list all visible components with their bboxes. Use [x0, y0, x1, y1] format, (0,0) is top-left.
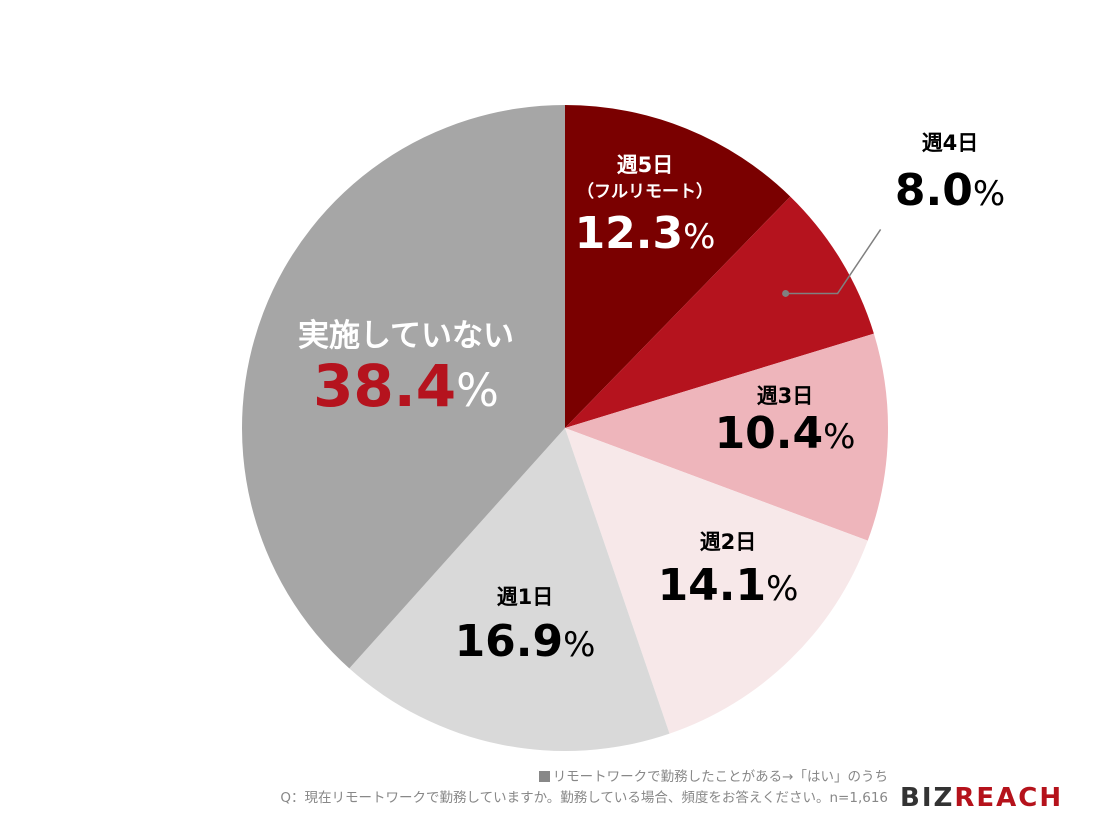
callout-dot: [782, 289, 790, 297]
slice-value: 8.0%: [895, 165, 1005, 216]
footer-question: Q：現在リモートワークで勤務していますか。勤務している場合、頻度をお答えください…: [280, 790, 888, 806]
slice-label: 週4日: [922, 131, 979, 155]
slice-label: 週2日: [700, 530, 757, 554]
pie-slice: [349, 428, 670, 752]
footer-note: リモートワークで勤務したことがある→「はい」のうち: [538, 769, 888, 785]
slice-value: 38.4%: [313, 352, 499, 420]
pie-slice: [565, 105, 791, 428]
slice-label: 週1日: [497, 585, 554, 609]
slice-value: 14.1%: [658, 560, 799, 611]
pie-slice: [565, 196, 874, 428]
pie-slice: [565, 333, 888, 541]
square-bullet-icon: [538, 771, 550, 782]
slice-value: 10.4%: [715, 408, 856, 459]
slice-label: 実施していない: [298, 318, 514, 354]
pie-slice: [565, 428, 868, 734]
logo-main: BIZ: [900, 783, 955, 813]
slice-label: 週5日: [617, 153, 674, 177]
slice-value: 12.3%: [575, 208, 716, 259]
footer-note-text: リモートワークで勤務したことがある→「はい」のうち: [552, 769, 888, 785]
slice-value: 16.9%: [455, 616, 596, 667]
callout-line: [785, 229, 882, 295]
slice-label: 週3日: [757, 384, 814, 408]
bizreach-logo: BIZREACH: [900, 783, 1063, 813]
pie-slice: [241, 105, 565, 669]
logo-accent: REACH: [954, 783, 1064, 813]
slice-sublabel: （フルリモート）: [577, 181, 713, 202]
